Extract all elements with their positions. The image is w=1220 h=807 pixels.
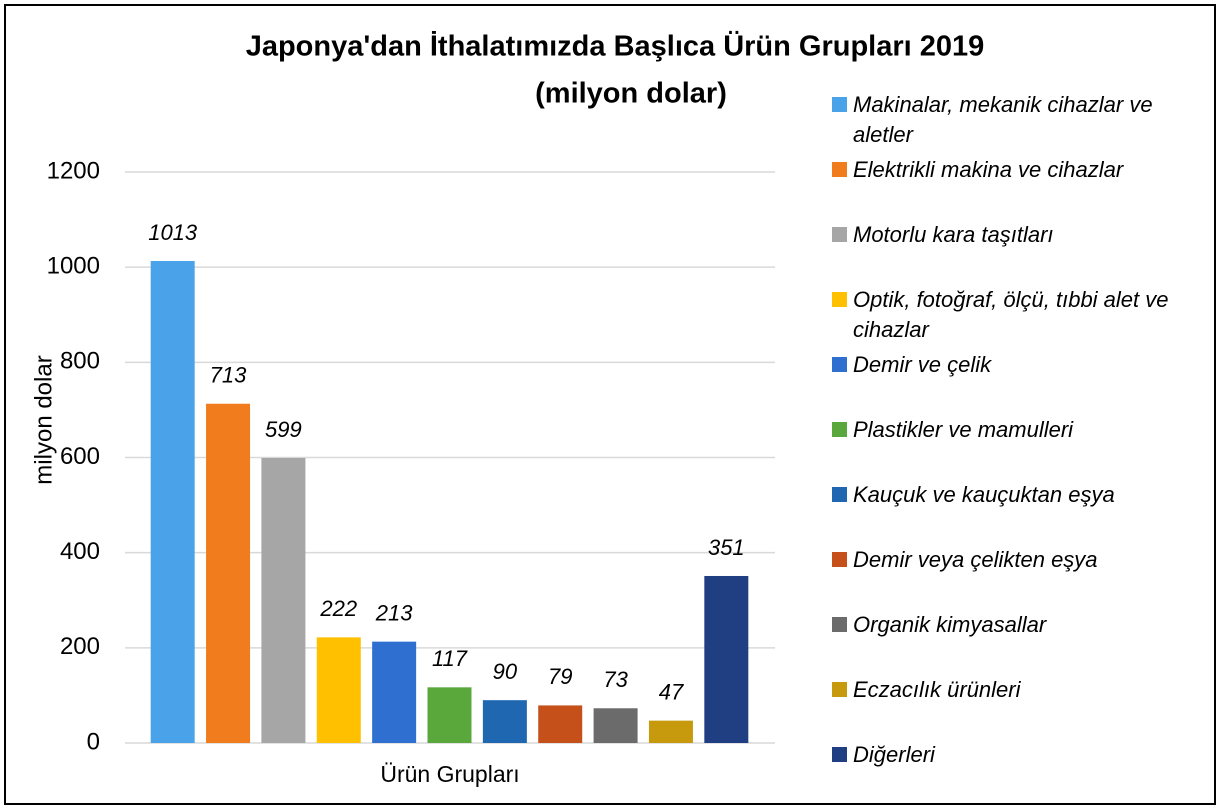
legend-label: Plastikler ve mamulleri — [853, 417, 1074, 442]
bar — [316, 637, 361, 743]
legend-swatch — [832, 357, 847, 372]
data-label: 713 — [210, 363, 247, 388]
bar — [593, 708, 638, 743]
legend-swatch — [832, 292, 847, 307]
legend-item: Demir veya çelikten eşya — [832, 545, 1205, 575]
legend-swatch — [832, 227, 847, 242]
y-axis-title: milyon dolar — [30, 355, 57, 484]
bar — [648, 720, 693, 743]
legend-label: Optik, fotoğraf, ölçü, tıbbi alet ve cih… — [853, 287, 1169, 342]
legend-swatch — [832, 552, 847, 567]
data-label: 222 — [319, 596, 357, 621]
legend-item: Elektrikli makina ve cihazlar — [832, 155, 1205, 185]
bar — [704, 575, 749, 743]
legend-swatch — [832, 422, 847, 437]
data-label: 351 — [708, 535, 745, 560]
bar — [427, 687, 472, 743]
legend-label: Elektrikli makina ve cihazlar — [853, 157, 1124, 182]
bar — [261, 457, 306, 743]
y-tick-label: 1200 — [47, 157, 100, 184]
legend-label: Diğerleri — [853, 742, 935, 767]
legend-label: Eczacılık ürünleri — [853, 677, 1021, 702]
legend-swatch — [832, 487, 847, 502]
legend-item: Optik, fotoğraf, ölçü, tıbbi alet ve cih… — [832, 285, 1205, 345]
chart-title: Japonya'dan İthalatımızda Başlıca Ürün G… — [246, 30, 985, 63]
y-tick-label: 200 — [60, 633, 100, 660]
legend-item: Makinalar, mekanik cihazlar ve aletler — [832, 90, 1205, 150]
data-label: 1013 — [148, 220, 198, 245]
data-label: 599 — [265, 417, 302, 442]
legend-item: Kauçuk ve kauçuktan eşya — [832, 480, 1205, 510]
chart-border — [4, 4, 1216, 805]
bar — [372, 641, 417, 743]
legend-label: Kauçuk ve kauçuktan eşya — [853, 482, 1115, 507]
y-tick-label: 0 — [87, 728, 100, 755]
legend-label: Organik kimyasallar — [853, 612, 1047, 637]
legend-label: Demir ve çelik — [853, 352, 992, 377]
data-label: 117 — [432, 646, 468, 671]
bar — [538, 705, 583, 743]
data-label: 47 — [659, 679, 684, 704]
legend-item: Eczacılık ürünleri — [832, 675, 1205, 705]
legend-label: Motorlu kara taşıtları — [853, 222, 1054, 247]
data-label: 73 — [603, 667, 628, 692]
legend-swatch — [832, 617, 847, 632]
chart-subtitle: (milyon dolar) — [535, 78, 727, 110]
bar — [150, 260, 195, 743]
legend-swatch — [832, 162, 847, 177]
legend-swatch — [832, 97, 847, 112]
legend-item: Motorlu kara taşıtları — [832, 220, 1205, 250]
legend-swatch — [832, 682, 847, 697]
legend-label: Makinalar, mekanik cihazlar ve aletler — [853, 92, 1153, 147]
legend-label: Demir veya çelikten eşya — [853, 547, 1098, 572]
y-tick-label: 1000 — [47, 253, 100, 280]
legend-item: Plastikler ve mamulleri — [832, 415, 1205, 445]
bar — [206, 403, 251, 743]
y-tick-label: 600 — [60, 443, 100, 470]
legend-swatch — [832, 747, 847, 762]
legend-item: Diğerleri — [832, 740, 1205, 770]
x-axis-title: Ürün Grupları — [380, 761, 519, 787]
bar — [482, 700, 527, 743]
legend-item: Demir ve çelik — [832, 350, 1205, 380]
data-label: 213 — [375, 600, 413, 625]
y-tick-label: 800 — [60, 348, 100, 375]
legend-item: Organik kimyasallar — [832, 610, 1205, 640]
data-label: 79 — [548, 664, 572, 689]
data-label: 90 — [493, 659, 518, 684]
y-tick-label: 400 — [60, 538, 100, 565]
